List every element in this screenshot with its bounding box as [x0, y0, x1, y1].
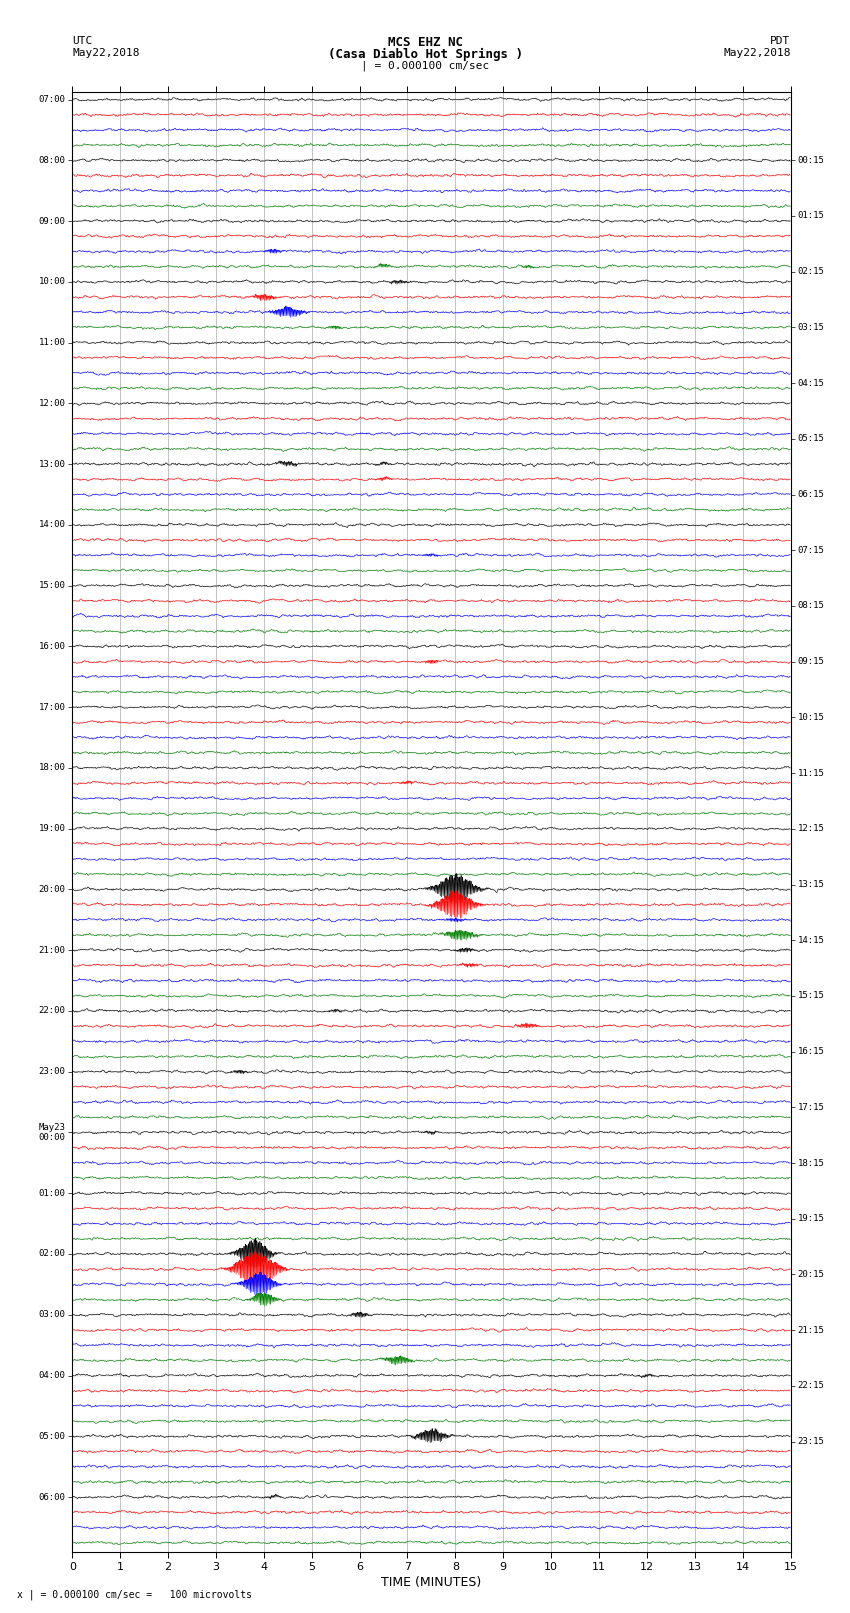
Text: | = 0.000100 cm/sec: | = 0.000100 cm/sec	[361, 60, 489, 71]
Text: x | = 0.000100 cm/sec =   100 microvolts: x | = 0.000100 cm/sec = 100 microvolts	[17, 1589, 252, 1600]
Text: UTC: UTC	[72, 37, 93, 47]
Text: (Casa Diablo Hot Springs ): (Casa Diablo Hot Springs )	[327, 48, 523, 61]
Text: MCS EHZ NC: MCS EHZ NC	[388, 37, 462, 50]
X-axis label: TIME (MINUTES): TIME (MINUTES)	[382, 1576, 481, 1589]
Text: May22,2018: May22,2018	[72, 48, 139, 58]
Text: May22,2018: May22,2018	[723, 48, 791, 58]
Text: PDT: PDT	[770, 37, 790, 47]
